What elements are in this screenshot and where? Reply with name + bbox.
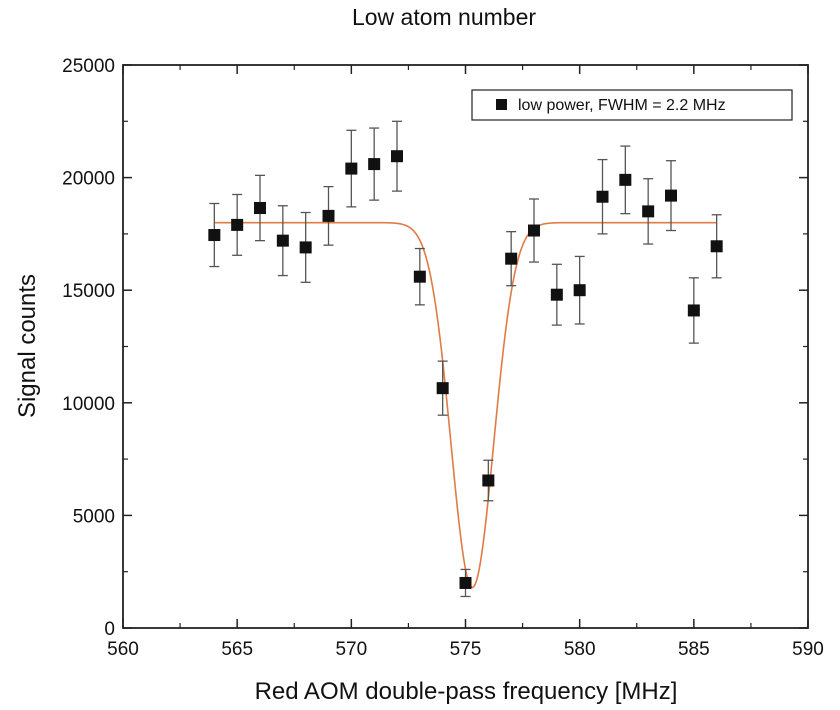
x-axis: 560 565 570 575 580 585 590: [107, 65, 824, 660]
data-point: [413, 270, 426, 283]
legend: low power, FWHM = 2.2 MHz: [471, 89, 793, 121]
data-point: [231, 218, 244, 231]
legend-label: low power, FWHM = 2.2 MHz: [518, 97, 726, 114]
data-point: [345, 162, 358, 175]
data-point: [665, 189, 677, 202]
y-tick-label: 15000: [62, 281, 115, 302]
plot-frame: [122, 64, 809, 629]
x-tick-label: 575: [450, 639, 482, 660]
data-point: [573, 284, 586, 297]
y-axis-title: Signal counts: [14, 274, 41, 418]
y-tick-label: 10000: [62, 394, 115, 415]
x-axis-title: Red AOM double-pass frequency [MHz]: [255, 678, 678, 705]
data-point: [642, 205, 655, 218]
data-point: [619, 173, 632, 186]
data-point: [528, 224, 540, 237]
data-point: [368, 158, 381, 171]
x-tick-label: 565: [221, 639, 253, 660]
x-tick-label: 570: [335, 639, 367, 660]
data-point: [482, 474, 495, 487]
data-point: [459, 576, 472, 589]
data-point: [276, 234, 289, 247]
legend-box: [471, 89, 793, 121]
y-tick-label: 0: [104, 619, 115, 640]
legend-marker: [496, 99, 507, 110]
x-tick-label: 580: [564, 639, 596, 660]
y-axis: 0 5000 10000 15000 20000 25000: [62, 56, 808, 640]
plot-area: [208, 120, 723, 598]
x-tick-label: 585: [678, 639, 710, 660]
chart-title: Low atom number: [352, 4, 536, 30]
data-point: [710, 240, 723, 253]
y-tick-label: 25000: [62, 56, 115, 77]
data-point: [391, 150, 403, 163]
data-point: [299, 241, 312, 254]
x-tick-label: 560: [107, 639, 139, 660]
data-point: [596, 190, 609, 203]
data-point: [322, 209, 335, 222]
data-point: [208, 229, 221, 242]
y-tick-label: 20000: [62, 169, 115, 190]
fit-curve: [214, 221, 717, 589]
data-point: [254, 202, 266, 215]
y-tick-label: 5000: [73, 506, 115, 527]
data-point: [687, 304, 700, 317]
x-tick-label: 590: [792, 639, 824, 660]
data-point: [436, 382, 449, 395]
data-point: [550, 288, 563, 301]
data-point: [505, 252, 518, 265]
